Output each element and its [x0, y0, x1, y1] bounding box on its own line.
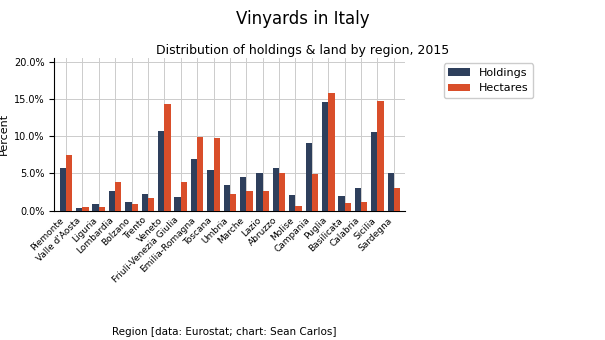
Bar: [76, 208, 82, 211]
Bar: [214, 138, 220, 211]
Bar: [224, 185, 230, 211]
Bar: [240, 177, 246, 211]
Bar: [289, 195, 295, 211]
Bar: [388, 173, 394, 211]
Bar: [257, 173, 263, 211]
Bar: [279, 173, 286, 211]
Bar: [142, 194, 148, 211]
Y-axis label: Percent: Percent: [0, 113, 8, 155]
Bar: [148, 198, 154, 211]
Bar: [82, 207, 88, 211]
Bar: [60, 168, 66, 211]
Bar: [263, 191, 269, 211]
Bar: [109, 191, 115, 211]
Bar: [371, 132, 378, 211]
Bar: [197, 137, 203, 211]
Bar: [115, 182, 122, 211]
Bar: [93, 204, 99, 211]
Text: Distribution of holdings & land by region, 2015: Distribution of holdings & land by regio…: [156, 44, 449, 57]
Bar: [273, 168, 279, 211]
Bar: [158, 131, 165, 211]
Bar: [230, 194, 236, 211]
Legend: Holdings, Hectares: Holdings, Hectares: [443, 63, 533, 98]
Text: Vinyards in Italy: Vinyards in Italy: [236, 10, 369, 28]
Bar: [246, 191, 252, 211]
Bar: [99, 207, 105, 211]
Bar: [345, 203, 351, 211]
Bar: [208, 170, 214, 211]
Bar: [191, 159, 197, 211]
Bar: [329, 93, 335, 211]
Bar: [174, 197, 181, 211]
Bar: [361, 202, 367, 211]
Bar: [125, 202, 131, 211]
Bar: [131, 204, 138, 211]
Bar: [355, 188, 361, 211]
Text: Region [data: Eurostat; chart: Sean Carlos]: Region [data: Eurostat; chart: Sean Carl…: [111, 327, 336, 337]
Bar: [338, 196, 345, 211]
Bar: [66, 155, 72, 211]
Bar: [306, 143, 312, 211]
Bar: [312, 174, 318, 211]
Bar: [394, 188, 400, 211]
Bar: [378, 101, 384, 211]
Bar: [181, 183, 187, 211]
Bar: [322, 102, 329, 211]
Bar: [165, 104, 171, 211]
Bar: [295, 206, 302, 211]
